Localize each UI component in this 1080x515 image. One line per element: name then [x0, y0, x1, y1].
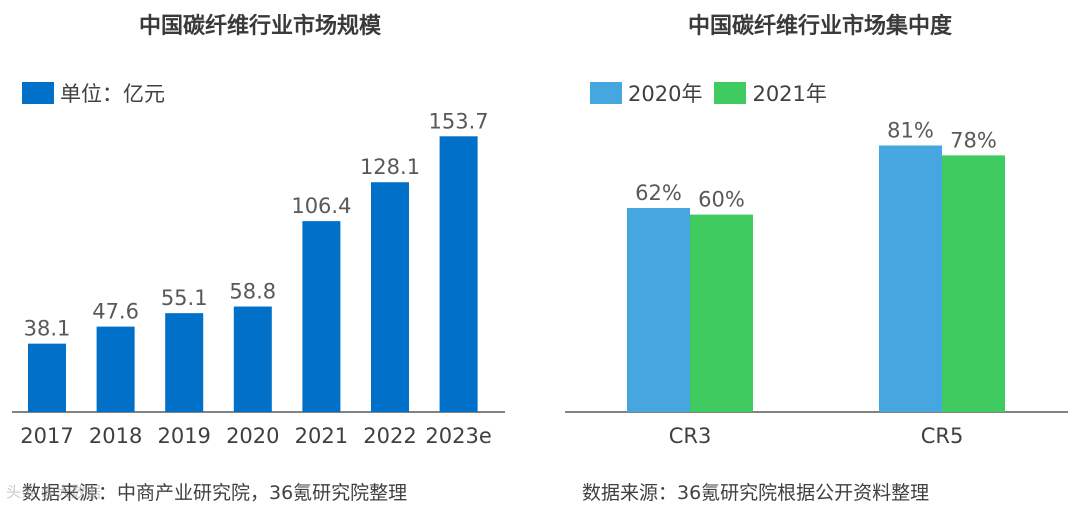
chart1-bar-2023e — [439, 136, 478, 412]
legend-swatch-unit — [22, 82, 54, 104]
chart1-tick-label-2021: 2021 — [295, 424, 348, 448]
chart2-tick-label-CR3: CR3 — [669, 424, 712, 448]
chart2-tick-label-CR5: CR5 — [921, 424, 964, 448]
chart1-legend: 单位：亿元 — [22, 78, 165, 108]
chart1-source: 数据来源：中商产业研究院，36氪研究院整理 — [22, 482, 408, 504]
chart1-bar-2019 — [165, 313, 204, 412]
chart2-bar-CR5-2020年 — [879, 145, 942, 412]
legend-label-2020: 2020年 — [628, 82, 703, 106]
chart2-bar-CR5-2021年 — [942, 155, 1005, 412]
chart1-bar-2018 — [96, 326, 135, 412]
chart2-legend: 2020年 2021年 — [590, 78, 839, 108]
chart1-value-label-2023e: 153.7 — [429, 109, 489, 133]
chart1-tick-label-2023e: 2023e — [425, 424, 491, 448]
chart2-value-label-CR3-2021年: 60% — [698, 188, 745, 212]
chart1-tick-label-2018: 2018 — [89, 424, 142, 448]
chart1-tick-label-2022: 2022 — [363, 424, 416, 448]
chart2-title: 中国碳纤维行业市场集中度 — [687, 14, 952, 39]
legend-label-2021: 2021年 — [752, 82, 827, 106]
chart2-value-label-CR3-2020年: 62% — [635, 181, 682, 205]
chart1-bar-2022 — [371, 182, 409, 412]
chart2-value-label-CR5-2021年: 78% — [950, 128, 997, 152]
chart2-value-label-CR5-2020年: 81% — [887, 119, 934, 143]
chart2-bar-CR3-2020年 — [627, 208, 690, 412]
watermark: 头条 @大数据 — [6, 483, 101, 501]
legend-swatch-2020 — [590, 82, 622, 104]
legend-item-2020: 2020年 — [590, 78, 702, 108]
chart1-tick-label-2019: 2019 — [157, 424, 210, 448]
chart1-value-label-2019: 55.1 — [161, 286, 208, 310]
legend-item-2021: 2021年 — [714, 78, 827, 108]
chart1-value-label-2022: 128.1 — [360, 155, 420, 179]
chart2-bar-CR3-2021年 — [690, 214, 753, 412]
chart1-bar-2020 — [233, 306, 272, 412]
chart1-value-label-2017: 38.1 — [24, 317, 71, 341]
chart1-bar-2021 — [302, 221, 341, 412]
chart1-tick-label-2020: 2020 — [226, 424, 279, 448]
chart1-bar-2017 — [28, 343, 66, 412]
chart1-value-label-2018: 47.6 — [92, 300, 139, 324]
chart1-title: 中国碳纤维行业市场规模 — [138, 14, 381, 39]
chart1-tick-label-2017: 2017 — [20, 424, 73, 448]
legend-label-unit: 单位：亿元 — [60, 82, 165, 106]
chart1-value-label-2021: 106.4 — [291, 194, 351, 218]
legend-swatch-2021 — [714, 82, 747, 104]
chart1-value-label-2020: 58.8 — [229, 280, 276, 304]
chart2-source: 数据来源：36氪研究院根据公开资料整理 — [582, 482, 930, 504]
